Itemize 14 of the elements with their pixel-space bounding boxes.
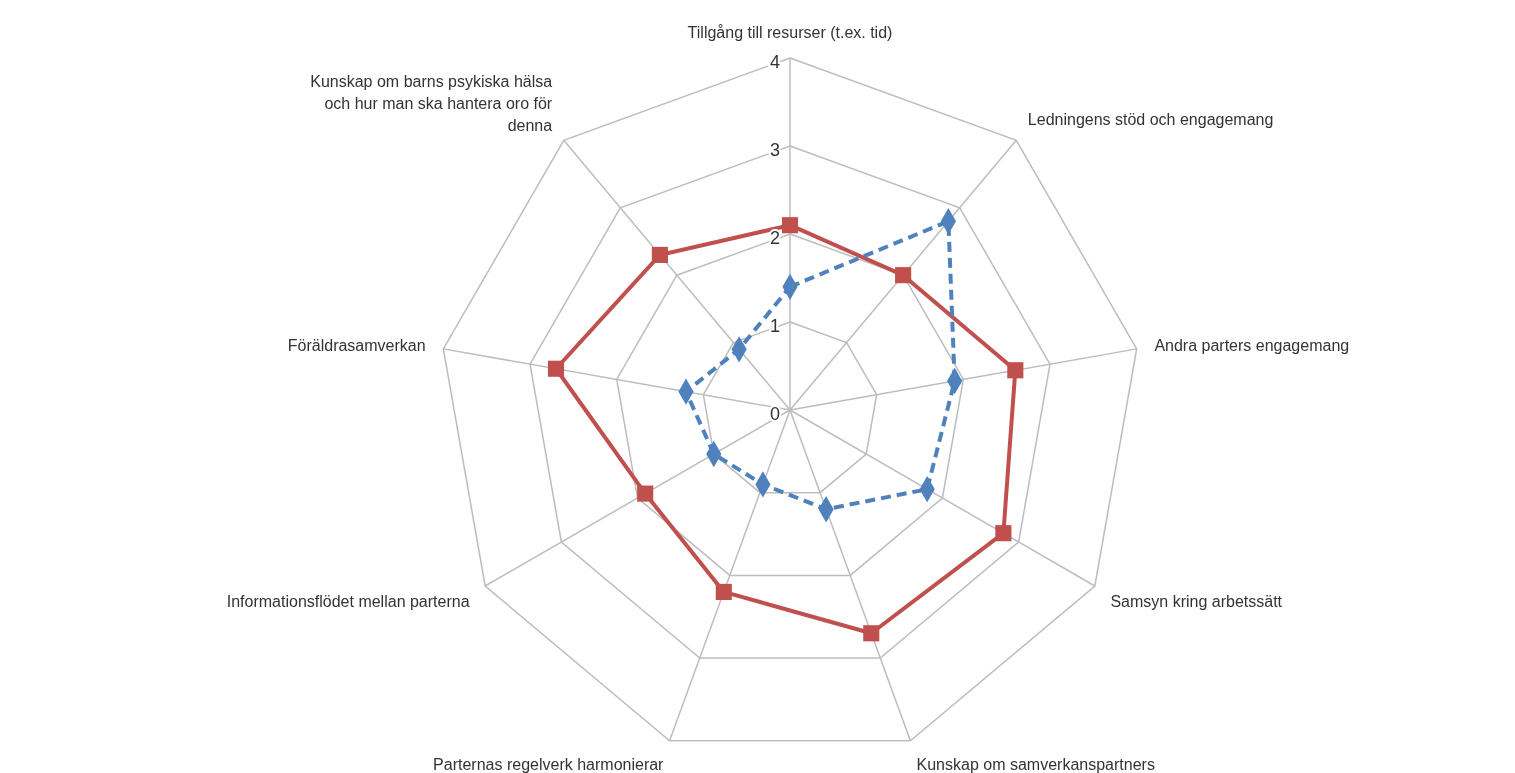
y-tick-label: 2 [769, 228, 780, 248]
spoke-label: Parternas regelverk harmonierar [433, 755, 665, 773]
y-tick-label: 1 [769, 316, 780, 336]
spoke-label: Informationsflödet mellan parterna [226, 593, 470, 610]
spoke-label: Tillgång till resurser (t.ex. tid) [687, 24, 893, 41]
y-tick-label: 3 [769, 140, 780, 160]
spoke-label: Föräldrasamverkan [287, 336, 426, 354]
spoke-label: Andra parters engagemang [1154, 336, 1350, 354]
spoke-label: Samsyn kring arbetssätt [1110, 593, 1283, 610]
spoke-label: Kunskap om samverkanspartners [916, 755, 1155, 773]
spoke-label: Kunskap om barns psykiska hälsa och hur man ska hantera oro för denna [310, 72, 553, 134]
y-tick-label: 4 [769, 52, 780, 72]
spoke-label: Ledningens stöd och engagemang [1027, 110, 1274, 128]
y-tick-label: 0 [769, 404, 780, 424]
